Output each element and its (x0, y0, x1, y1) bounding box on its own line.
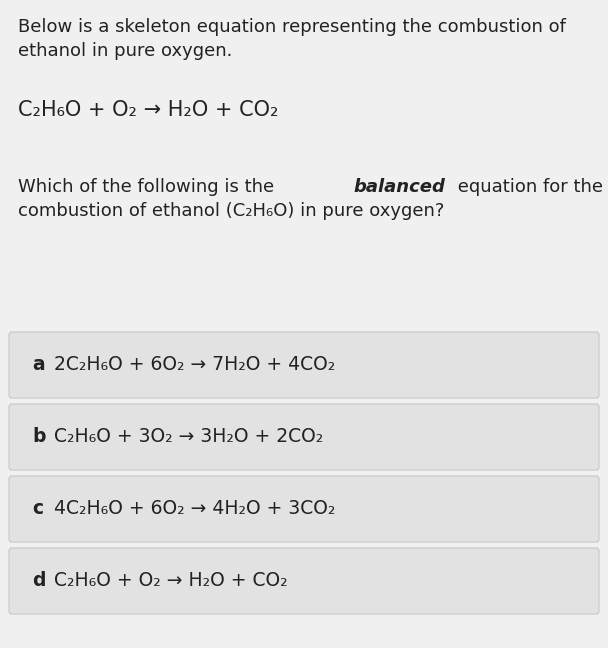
Text: ethanol in pure oxygen.: ethanol in pure oxygen. (18, 42, 232, 60)
FancyBboxPatch shape (9, 404, 599, 470)
Text: Below is a skeleton equation representing the combustion of: Below is a skeleton equation representin… (18, 18, 566, 36)
Text: equation for the: equation for the (452, 178, 603, 196)
Text: b: b (32, 428, 46, 446)
Text: C₂H₆O + O₂ → H₂O + CO₂: C₂H₆O + O₂ → H₂O + CO₂ (18, 100, 278, 120)
Text: 4C₂H₆O + 6O₂ → 4H₂O + 3CO₂: 4C₂H₆O + 6O₂ → 4H₂O + 3CO₂ (54, 500, 336, 518)
Text: balanced: balanced (354, 178, 446, 196)
Text: Which of the following is the: Which of the following is the (18, 178, 280, 196)
Text: d: d (32, 572, 46, 590)
FancyBboxPatch shape (9, 548, 599, 614)
Text: combustion of ethanol (C₂H₆O) in pure oxygen?: combustion of ethanol (C₂H₆O) in pure ox… (18, 202, 444, 220)
Text: C₂H₆O + 3O₂ → 3H₂O + 2CO₂: C₂H₆O + 3O₂ → 3H₂O + 2CO₂ (54, 428, 323, 446)
Text: C₂H₆O + O₂ → H₂O + CO₂: C₂H₆O + O₂ → H₂O + CO₂ (54, 572, 288, 590)
FancyBboxPatch shape (9, 332, 599, 398)
Text: c: c (32, 500, 43, 518)
FancyBboxPatch shape (9, 476, 599, 542)
Text: 2C₂H₆O + 6O₂ → 7H₂O + 4CO₂: 2C₂H₆O + 6O₂ → 7H₂O + 4CO₂ (54, 356, 335, 375)
Text: a: a (32, 356, 44, 375)
